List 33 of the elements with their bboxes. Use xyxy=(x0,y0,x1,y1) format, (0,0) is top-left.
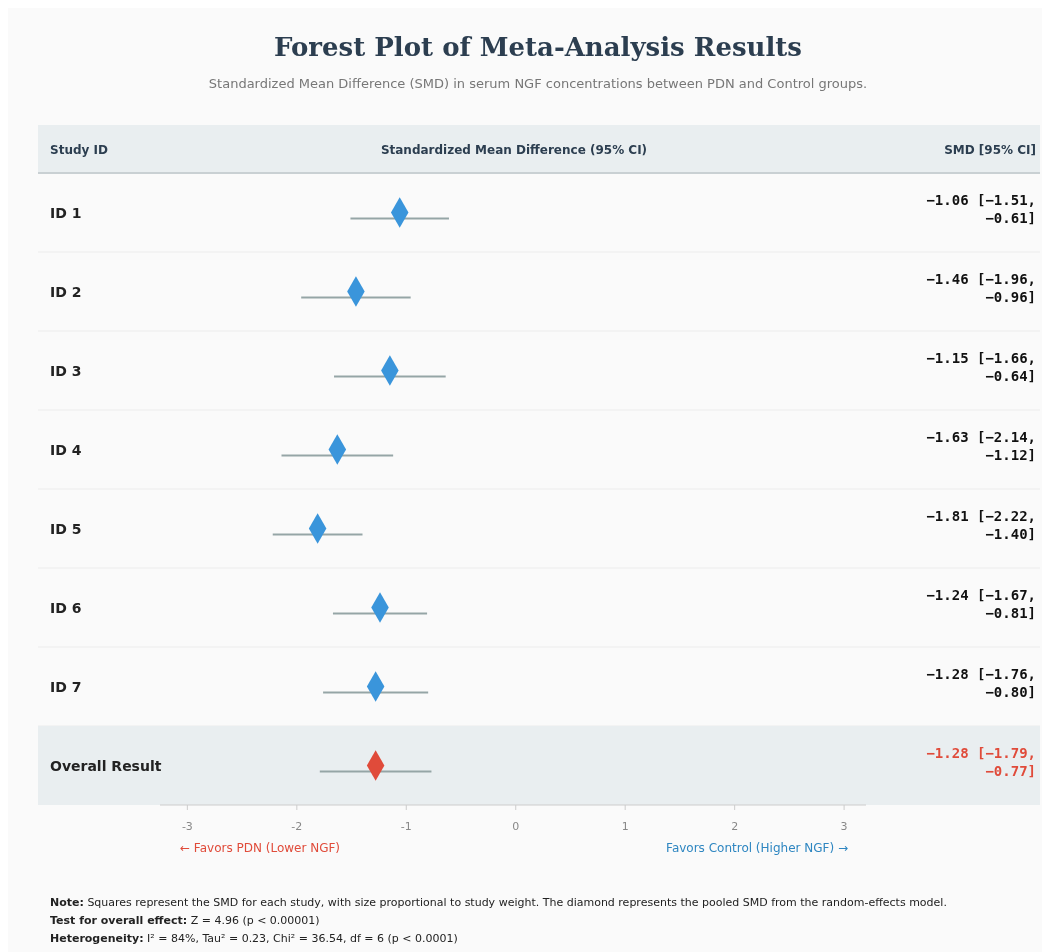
y-tick-label: ID 1 xyxy=(50,204,82,221)
x-tick-label: 3 xyxy=(840,820,848,833)
data-label: −1.28 [−1.79, −0.77] xyxy=(926,744,1036,779)
x-tick-label: -1 xyxy=(400,820,412,833)
text: SMD [95% CI] xyxy=(944,143,1036,157)
y-tick-label: Overall Result xyxy=(50,757,162,774)
data-label: −1.24 [−1.67, −0.81] xyxy=(926,586,1036,621)
data-label: −1.81 [−2.22, −1.40] xyxy=(926,507,1036,542)
x-tick-label: 1 xyxy=(621,820,629,833)
text: Study ID xyxy=(50,143,108,157)
y-tick-label: ID 2 xyxy=(50,283,82,300)
y-tick-label: ID 7 xyxy=(50,678,82,695)
data-label: −1.46 [−1.96, −0.96] xyxy=(926,270,1036,305)
x-axis-title: Standardized Mean Difference (95% CI) xyxy=(380,143,648,157)
text: ← Favors PDN (Lower NGF) xyxy=(180,841,341,855)
text: Test for overall effect: Z = 4.96 (p < 0.00001) xyxy=(50,914,320,927)
chart-subtitle: Standardized Mean Difference (SMD) in serum NGF concentrations between PDN and Control groups. xyxy=(208,76,868,91)
text: Heterogeneity: I² = 84%, Tau² = 0.23, Chi² = 36.54, df = 6 (p < 0.0001) xyxy=(50,932,458,945)
data-label: −1.06 [−1.51, −0.61] xyxy=(926,191,1036,226)
y-tick-label: ID 6 xyxy=(50,599,82,616)
text: Favors Control (Higher NGF) → xyxy=(666,841,848,855)
chart-title: Forest Plot of Meta-Analysis Results xyxy=(273,32,803,62)
data-label: −1.63 [−2.14, −1.12] xyxy=(926,428,1036,463)
y-tick-label: ID 5 xyxy=(50,520,82,537)
data-label: −1.15 [−1.66, −0.64] xyxy=(926,349,1036,384)
x-tick-label: 2 xyxy=(731,820,739,833)
y-tick-label: ID 4 xyxy=(50,441,82,458)
x-tick-label: -3 xyxy=(181,820,193,833)
x-tick-label: -2 xyxy=(291,820,303,833)
x-tick-label: 0 xyxy=(512,820,520,833)
data-label: −1.28 [−1.76, −0.80] xyxy=(926,665,1036,700)
text: Note: Squares represent the SMD for each study, with size proportional to study weight. The diamond represents the pooled SMD from the random-effects model. xyxy=(50,896,947,909)
y-tick-label: ID 3 xyxy=(50,362,82,379)
